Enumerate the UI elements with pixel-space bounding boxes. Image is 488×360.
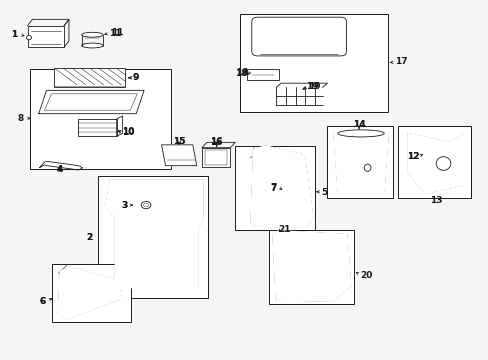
Text: 6: 6: [40, 297, 46, 306]
Bar: [30, 69, 171, 169]
Bar: [247, 69, 279, 80]
Ellipse shape: [425, 162, 443, 167]
Text: 1: 1: [11, 30, 17, 39]
Text: 6: 6: [40, 297, 46, 306]
Text: 12: 12: [406, 152, 418, 161]
Bar: [27, 26, 64, 47]
Bar: [268, 230, 353, 304]
Text: 7: 7: [270, 184, 277, 193]
FancyBboxPatch shape: [251, 17, 346, 56]
Bar: [234, 146, 315, 230]
Ellipse shape: [81, 32, 103, 37]
Text: 2: 2: [86, 233, 92, 242]
Bar: [52, 264, 131, 321]
Text: 8: 8: [18, 114, 24, 123]
Text: 16: 16: [209, 137, 222, 146]
Text: 21: 21: [278, 225, 290, 234]
Bar: [239, 14, 387, 112]
Text: 4: 4: [56, 166, 62, 175]
Text: 3: 3: [121, 201, 127, 210]
Ellipse shape: [81, 43, 103, 48]
Text: 10: 10: [122, 128, 134, 137]
Text: 20: 20: [360, 271, 372, 280]
Text: 9: 9: [132, 73, 139, 82]
Text: 19: 19: [306, 82, 318, 91]
Text: 19: 19: [307, 82, 320, 91]
Polygon shape: [161, 145, 196, 166]
Bar: [54, 68, 125, 87]
Text: 18: 18: [234, 69, 247, 78]
Polygon shape: [250, 146, 313, 226]
Ellipse shape: [364, 164, 370, 171]
Polygon shape: [407, 134, 465, 194]
Polygon shape: [58, 267, 122, 319]
Text: 1: 1: [11, 30, 17, 39]
Text: 3: 3: [121, 201, 127, 210]
Ellipse shape: [26, 36, 31, 40]
Polygon shape: [105, 180, 203, 288]
Text: 14: 14: [352, 120, 365, 129]
Polygon shape: [272, 231, 350, 301]
Bar: [327, 126, 392, 198]
Text: 11: 11: [111, 28, 123, 37]
Polygon shape: [333, 134, 387, 193]
Text: 15: 15: [173, 137, 185, 146]
Text: 15: 15: [173, 137, 185, 146]
Ellipse shape: [337, 130, 384, 137]
Text: 11: 11: [109, 29, 121, 38]
Bar: [397, 126, 470, 198]
Text: 12: 12: [406, 152, 418, 161]
Bar: [202, 148, 230, 167]
Ellipse shape: [425, 149, 443, 154]
Text: 13: 13: [429, 196, 442, 205]
Text: 9: 9: [132, 73, 139, 82]
Text: 17: 17: [394, 57, 407, 66]
Text: 10: 10: [122, 127, 134, 136]
Text: 14: 14: [352, 120, 365, 129]
Bar: [78, 119, 117, 136]
Bar: [98, 176, 207, 298]
Text: 5: 5: [321, 188, 327, 197]
Ellipse shape: [435, 157, 450, 170]
Text: 18: 18: [235, 68, 248, 77]
Text: 4: 4: [57, 166, 63, 175]
Circle shape: [143, 203, 148, 207]
Circle shape: [141, 202, 151, 209]
Polygon shape: [39, 90, 144, 114]
Text: 2: 2: [86, 233, 92, 242]
Text: 7: 7: [270, 183, 277, 192]
Text: 16: 16: [210, 138, 223, 147]
